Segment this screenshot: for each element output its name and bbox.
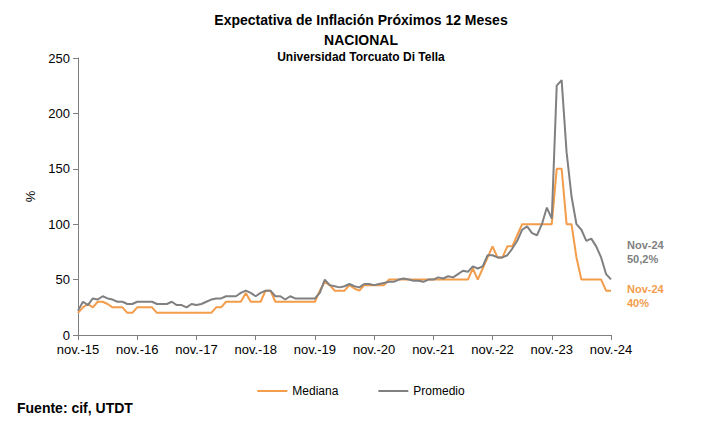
svg-text:nov.-19: nov.-19 <box>294 342 336 357</box>
svg-text:Expectativa de Inflación Próxi: Expectativa de Inflación Próximos 12 Mes… <box>214 12 508 28</box>
svg-text:nov.-18: nov.-18 <box>234 342 276 357</box>
svg-text:50,2%: 50,2% <box>627 253 658 265</box>
svg-text:200: 200 <box>48 106 70 121</box>
svg-text:NACIONAL: NACIONAL <box>324 32 398 48</box>
svg-text:150: 150 <box>48 161 70 176</box>
svg-text:250: 250 <box>48 51 70 66</box>
svg-text:nov.-22: nov.-22 <box>471 342 513 357</box>
svg-text:Mediana: Mediana <box>292 384 338 398</box>
svg-text:Universidad Torcuato Di Tella: Universidad Torcuato Di Tella <box>277 50 445 64</box>
svg-text:100: 100 <box>48 217 70 232</box>
svg-text:0: 0 <box>63 328 70 343</box>
svg-text:Promedio: Promedio <box>413 384 465 398</box>
svg-text:%: % <box>23 190 38 202</box>
svg-text:nov.-20: nov.-20 <box>353 342 395 357</box>
svg-text:nov.-24: nov.-24 <box>590 342 632 357</box>
svg-text:Nov-24: Nov-24 <box>627 239 665 251</box>
svg-text:Nov-24: Nov-24 <box>627 283 665 295</box>
svg-text:nov.-16: nov.-16 <box>116 342 158 357</box>
svg-text:40%: 40% <box>627 297 649 309</box>
svg-text:nov.-17: nov.-17 <box>175 342 217 357</box>
svg-text:nov.-23: nov.-23 <box>531 342 573 357</box>
svg-text:nov.-15: nov.-15 <box>57 342 99 357</box>
svg-text:50: 50 <box>56 272 70 287</box>
svg-text:Fuente: cif, UTDT: Fuente: cif, UTDT <box>17 400 133 416</box>
svg-text:nov.-21: nov.-21 <box>412 342 454 357</box>
